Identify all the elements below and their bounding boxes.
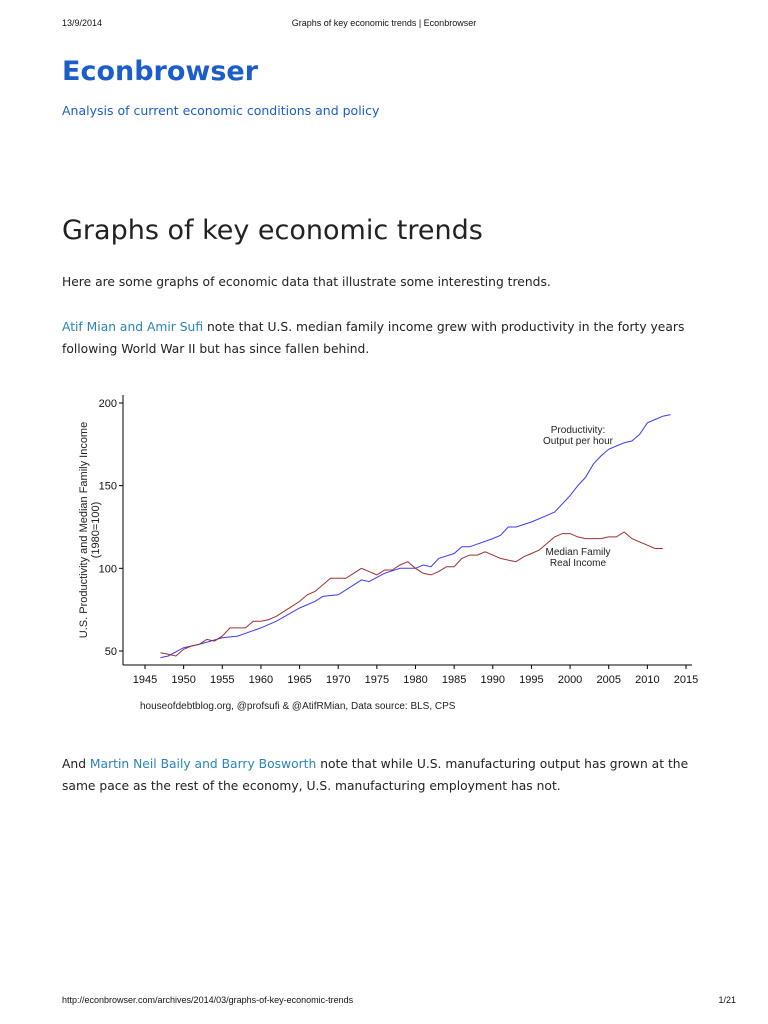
print-page-number: 1/21 <box>718 995 736 1005</box>
x-tick-label: 2010 <box>635 674 659 686</box>
x-tick-label: 1960 <box>249 674 273 686</box>
chart-source-note: houseofdebtblog.org, @profsufi & @AtifRM… <box>140 701 456 712</box>
x-tick-label: 2000 <box>558 674 582 686</box>
series-label: Median Family <box>545 547 610 558</box>
print-url: http://econbrowser.com/archives/2014/03/… <box>62 995 354 1005</box>
x-tick-label: 1965 <box>287 674 311 686</box>
mian-sufi-link[interactable]: Atif Mian and Amir Sufi <box>62 320 204 334</box>
x-tick-label: 1945 <box>133 674 157 686</box>
series-label: Productivity: <box>551 425 605 436</box>
intro-paragraph: Here are some graphs of economic data th… <box>62 275 551 289</box>
x-tick-label: 1975 <box>365 674 389 686</box>
paragraph-baily-bosworth: And Martin Neil Baily and Barry Bosworth… <box>62 753 712 797</box>
site-tagline: Analysis of current economic conditions … <box>62 103 380 118</box>
print-title: Graphs of key economic trends | Econbrow… <box>291 18 477 28</box>
x-tick-label: 2015 <box>674 674 698 686</box>
x-tick-label: 2005 <box>596 674 620 686</box>
productivity-income-chart: 50 100 150 200 1945 1950 1955 1960 1965 1970 1975 1… <box>78 395 698 712</box>
paragraph-text: note that U.S. median family income grew… <box>62 320 685 356</box>
x-tick-label: 1980 <box>403 674 427 686</box>
series-line-productivity <box>160 414 671 659</box>
series-line-income <box>160 531 663 657</box>
paragraph-text: note that while U.S. manufacturing outpu… <box>62 757 689 793</box>
y-tick-label: 100 <box>99 563 117 575</box>
paragraph-mian-sufi: Atif Mian and Amir Sufi note that U.S. m… <box>62 316 712 360</box>
y-axis-label: U.S. Productivity and Median Family Inco… <box>78 422 90 638</box>
site-title-link[interactable]: Econbrowser <box>62 56 259 87</box>
series-label: Output per hour <box>543 436 614 447</box>
y-tick-label: 150 <box>99 481 117 493</box>
y-axis-label-units: (1980=100) <box>90 502 102 559</box>
print-date: 13/9/2014 <box>62 18 103 28</box>
y-tick-label: 200 <box>99 398 117 410</box>
series-label: Real Income <box>550 558 607 569</box>
x-tick-label: 1950 <box>171 674 195 686</box>
x-tick-label: 1955 <box>210 674 234 686</box>
post-title: Graphs of key economic trends <box>62 215 483 246</box>
x-tick-label: 1995 <box>519 674 543 686</box>
x-tick-label: 1970 <box>326 674 350 686</box>
x-tick-label: 1985 <box>442 674 466 686</box>
y-tick-label: 50 <box>105 646 117 658</box>
paragraph-text: And <box>62 757 90 771</box>
x-tick-label: 1990 <box>481 674 505 686</box>
baily-bosworth-link[interactable]: Martin Neil Baily and Barry Bosworth <box>89 757 317 771</box>
